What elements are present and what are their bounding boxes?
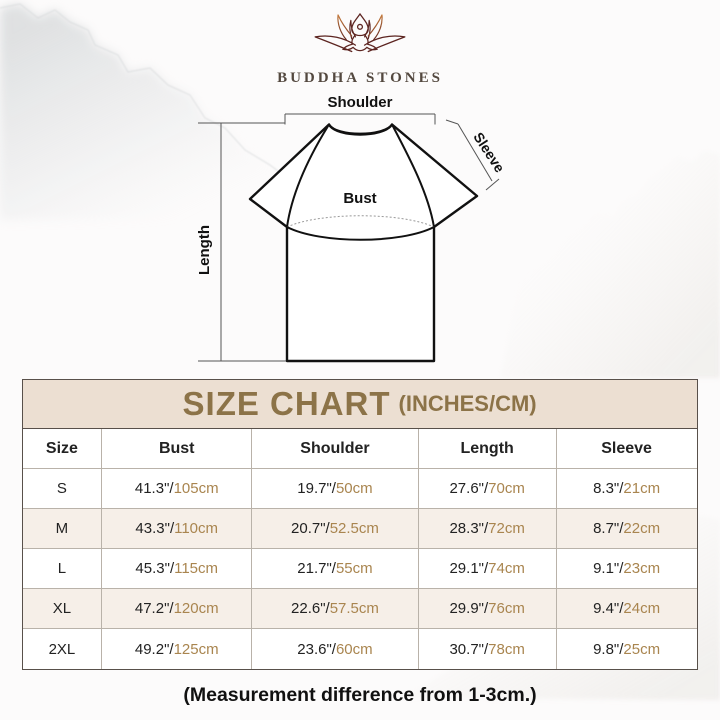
svg-text:Length: Length — [196, 225, 213, 275]
svg-text:Shoulder: Shoulder — [327, 94, 392, 111]
svg-text:Bust: Bust — [343, 190, 376, 207]
svg-text:Sleeve: Sleeve — [470, 129, 508, 175]
